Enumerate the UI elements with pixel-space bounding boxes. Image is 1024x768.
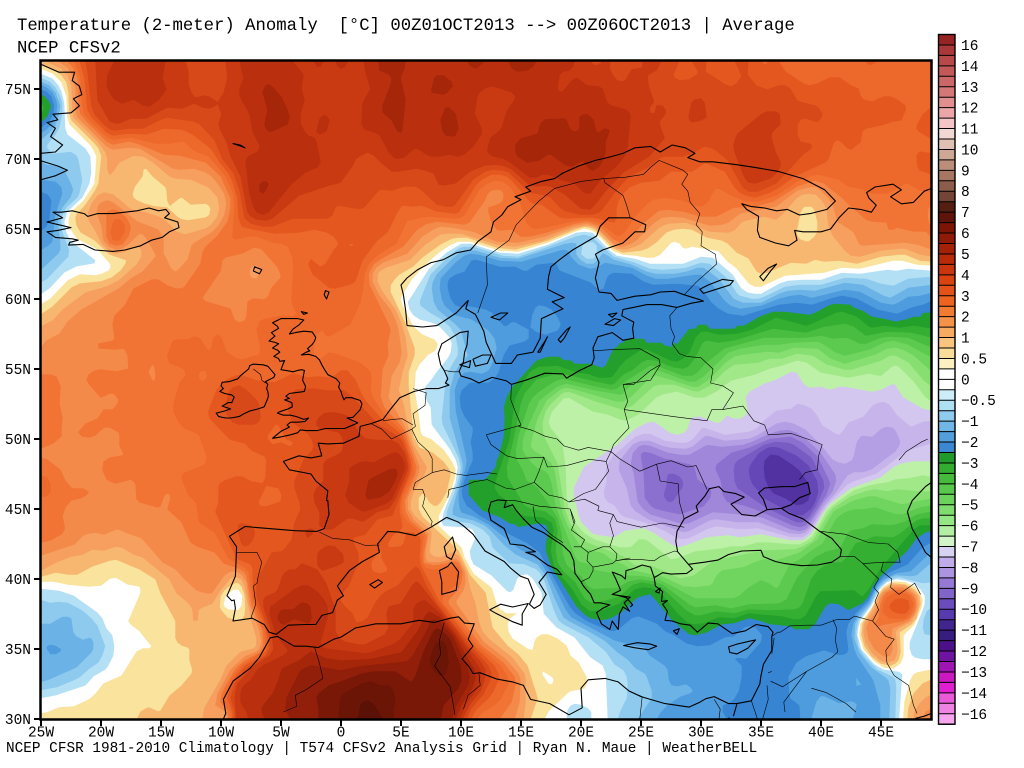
svg-text:1: 1 — [961, 332, 970, 348]
svg-text:4: 4 — [961, 269, 970, 285]
svg-text:−13: −13 — [961, 666, 987, 682]
svg-text:30E: 30E — [688, 726, 714, 742]
svg-text:60N: 60N — [5, 293, 31, 309]
svg-text:6: 6 — [961, 227, 970, 243]
svg-text:−7: −7 — [961, 541, 978, 557]
svg-text:3: 3 — [961, 290, 970, 306]
svg-text:25W: 25W — [28, 726, 54, 742]
svg-text:−1: −1 — [961, 415, 978, 431]
svg-text:10: 10 — [961, 143, 978, 159]
svg-text:−10: −10 — [961, 603, 987, 619]
svg-text:30N: 30N — [5, 713, 31, 729]
svg-text:5: 5 — [961, 248, 970, 264]
svg-text:0: 0 — [337, 726, 346, 742]
svg-text:15E: 15E — [508, 726, 534, 742]
svg-text:NCEP CFSv2: NCEP CFSv2 — [17, 40, 121, 59]
svg-text:25E: 25E — [628, 726, 654, 742]
svg-text:7: 7 — [961, 206, 970, 222]
svg-text:16: 16 — [961, 39, 978, 55]
svg-text:0.5: 0.5 — [961, 352, 987, 368]
svg-text:45N: 45N — [5, 503, 31, 519]
svg-text:55N: 55N — [5, 363, 31, 379]
svg-text:12: 12 — [961, 102, 978, 118]
svg-text:9: 9 — [961, 164, 970, 180]
svg-text:2: 2 — [961, 311, 970, 327]
svg-text:−11: −11 — [961, 624, 987, 640]
svg-text:14: 14 — [961, 60, 978, 76]
svg-text:−5: −5 — [961, 499, 978, 515]
svg-text:20E: 20E — [568, 726, 594, 742]
svg-text:−0.5: −0.5 — [961, 394, 996, 410]
svg-text:50N: 50N — [5, 433, 31, 449]
svg-text:35E: 35E — [748, 726, 774, 742]
svg-text:−16: −16 — [961, 708, 987, 724]
svg-text:10W: 10W — [208, 726, 234, 742]
svg-text:70N: 70N — [5, 153, 31, 169]
svg-text:5W: 5W — [272, 726, 290, 742]
svg-text:5E: 5E — [392, 726, 409, 742]
svg-text:15W: 15W — [148, 726, 174, 742]
svg-text:10E: 10E — [448, 726, 474, 742]
svg-text:−12: −12 — [961, 645, 987, 661]
svg-text:65N: 65N — [5, 223, 31, 239]
svg-text:NCEP CFSR 1981-2010 Climatolog: NCEP CFSR 1981-2010 Climatology | T574 C… — [6, 741, 757, 757]
svg-text:−4: −4 — [961, 478, 978, 494]
svg-text:45E: 45E — [868, 726, 894, 742]
svg-text:35N: 35N — [5, 643, 31, 659]
svg-text:−6: −6 — [961, 520, 978, 536]
svg-text:20W: 20W — [88, 726, 114, 742]
svg-text:13: 13 — [961, 81, 978, 97]
svg-text:−14: −14 — [961, 687, 987, 703]
svg-text:0: 0 — [961, 373, 970, 389]
svg-text:40E: 40E — [808, 726, 834, 742]
svg-text:Temperature (2-meter) Anomaly: Temperature (2-meter) Anomaly [°C] 00Z01… — [17, 17, 795, 36]
svg-text:−2: −2 — [961, 436, 978, 452]
svg-text:−8: −8 — [961, 561, 978, 577]
svg-text:11: 11 — [961, 123, 978, 139]
svg-text:8: 8 — [961, 185, 970, 201]
svg-text:40N: 40N — [5, 573, 31, 589]
svg-text:−3: −3 — [961, 457, 978, 473]
svg-text:−9: −9 — [961, 582, 978, 598]
svg-text:75N: 75N — [5, 83, 31, 99]
